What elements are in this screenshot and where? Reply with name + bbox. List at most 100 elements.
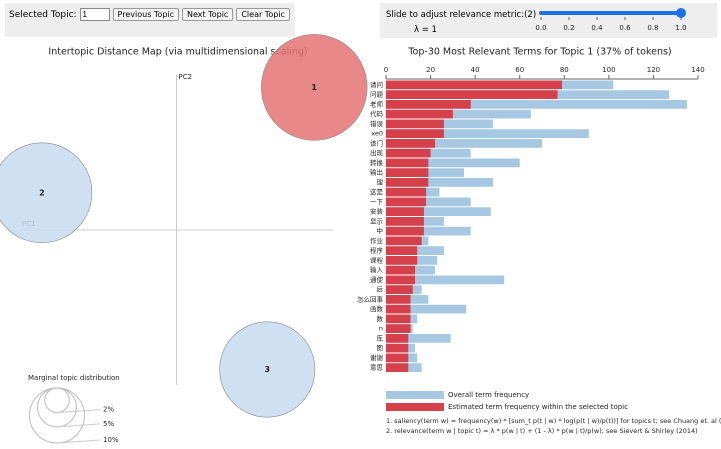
term-label[interactable]: 转换 [370, 158, 384, 167]
term-label[interactable]: 谢谢 [370, 353, 384, 362]
term-label[interactable]: 库 [377, 333, 384, 342]
term-label[interactable]: 通使 [370, 275, 384, 284]
term-bar [386, 148, 431, 158]
term-label[interactable]: 输出 [370, 168, 383, 177]
slider-tick-label: 1.0 [675, 24, 686, 32]
term-label[interactable]: n [379, 325, 383, 333]
term-bar [386, 109, 453, 119]
term-bar [386, 334, 409, 343]
y-axis-label: PC2 [179, 73, 193, 81]
term-label[interactable]: 怎么回事 [357, 294, 384, 303]
size-legend-title: Marginal topic distribution [28, 374, 120, 382]
term-bar [386, 168, 429, 177]
term-bar [386, 246, 418, 255]
term-label[interactable]: 图 [377, 344, 384, 352]
legend-swatch [386, 391, 444, 399]
term-bar [386, 285, 413, 294]
term-label[interactable]: 程序 [370, 246, 384, 255]
term-label[interactable]: 输入 [370, 265, 384, 274]
footnote: 2. relevance(term w | topic t) = λ * p(w… [386, 427, 698, 435]
term-bar [386, 226, 471, 236]
term-label[interactable]: 显示 [370, 217, 384, 225]
topic-bubble[interactable] [260, 34, 368, 141]
term-bar [386, 304, 467, 314]
term-label[interactable]: 错误 [370, 119, 384, 128]
term-bar [386, 265, 415, 275]
size-legend-leader [56, 423, 101, 428]
term-bar [386, 207, 491, 216]
topic-controls: Selected Topic: Previous Topic Next Topi… [5, 3, 295, 37]
x-tick-label: 120 [647, 66, 660, 74]
term-bar [386, 197, 427, 207]
slider-tick-label: 0.8 [647, 24, 658, 32]
term-label[interactable]: 问题 [370, 91, 384, 99]
term-bar [386, 256, 418, 265]
term-bar [386, 353, 409, 363]
next-button[interactable]: Next Topic [182, 8, 234, 21]
x-tick-label: 80 [560, 66, 569, 74]
lambda-label: λ = 1 [414, 25, 437, 35]
chart-title: Top-30 Most Relevant Terms for Topic 1 (… [407, 47, 671, 58]
term-bar [386, 197, 471, 207]
term-bar [386, 129, 444, 138]
term-bar [386, 334, 451, 343]
term-bar [386, 158, 520, 168]
term-bar [386, 217, 424, 226]
term-bar [386, 275, 505, 285]
term-label[interactable]: 作业 [370, 236, 384, 245]
term-label[interactable]: 请问 [370, 80, 383, 89]
term-label[interactable]: 课程 [370, 255, 384, 264]
term-label[interactable]: 中 [377, 226, 384, 235]
term-label[interactable]: 后 [377, 285, 384, 294]
term-label[interactable]: 代码 [370, 109, 384, 118]
term-bar [386, 139, 436, 148]
x-tick-label: 0 [384, 66, 388, 74]
size-legend-leader [56, 439, 101, 444]
legend-swatch [386, 403, 444, 411]
prev-button[interactable]: Previous Topic [112, 8, 180, 21]
slider-knob[interactable] [676, 8, 686, 18]
size-legend-label: 10% [103, 436, 119, 444]
term-label[interactable]: 函数 [370, 304, 384, 313]
topic-input[interactable] [79, 8, 110, 21]
term-bar [386, 90, 558, 99]
size-legend-label: 2% [103, 406, 114, 414]
topic-bubble[interactable] [0, 142, 93, 244]
slider-tick-label: 0.4 [591, 24, 603, 32]
term-bar [386, 178, 429, 187]
slider-tick-label: 0.2 [563, 24, 574, 32]
topic-bubble[interactable] [219, 321, 316, 418]
clear-button[interactable]: Clear Topic [236, 8, 290, 21]
term-label[interactable]: 出现 [370, 148, 384, 157]
term-label[interactable]: 这是 [370, 187, 384, 196]
chart-title: Intertopic Distance Map (via multidimens… [48, 47, 307, 58]
term-bar [386, 178, 493, 187]
term-label[interactable]: 理 [377, 178, 384, 186]
term-bar [386, 158, 429, 168]
term-bar [386, 100, 687, 109]
term-bar [386, 363, 409, 372]
term-label[interactable]: 意思 [370, 363, 384, 372]
size-legend-label: 5% [103, 420, 114, 428]
term-label[interactable]: 安装 [370, 207, 384, 216]
term-label[interactable]: 老师 [370, 99, 384, 108]
term-label[interactable]: 数 [377, 314, 384, 323]
term-label[interactable]: xe0 [371, 130, 383, 138]
selected-topic-label: Selected Topic: [9, 9, 77, 20]
slider-panel: Slide to adjust relevance metric:(2) λ =… [380, 3, 717, 38]
slider-tick-label: 0.6 [619, 24, 631, 32]
size-legend-circle [44, 387, 70, 414]
x-tick-label: 60 [515, 66, 524, 74]
size-legend-circle [28, 387, 86, 444]
term-label[interactable]: 该门 [370, 138, 383, 147]
term-bar [386, 314, 411, 324]
term-bar [386, 207, 424, 216]
term-bar [386, 139, 542, 148]
term-bar [386, 226, 424, 236]
term-label[interactable]: 一下 [370, 198, 384, 206]
term-bar [386, 236, 422, 246]
x-tick-label: 40 [471, 66, 480, 74]
term-bar [386, 324, 411, 333]
